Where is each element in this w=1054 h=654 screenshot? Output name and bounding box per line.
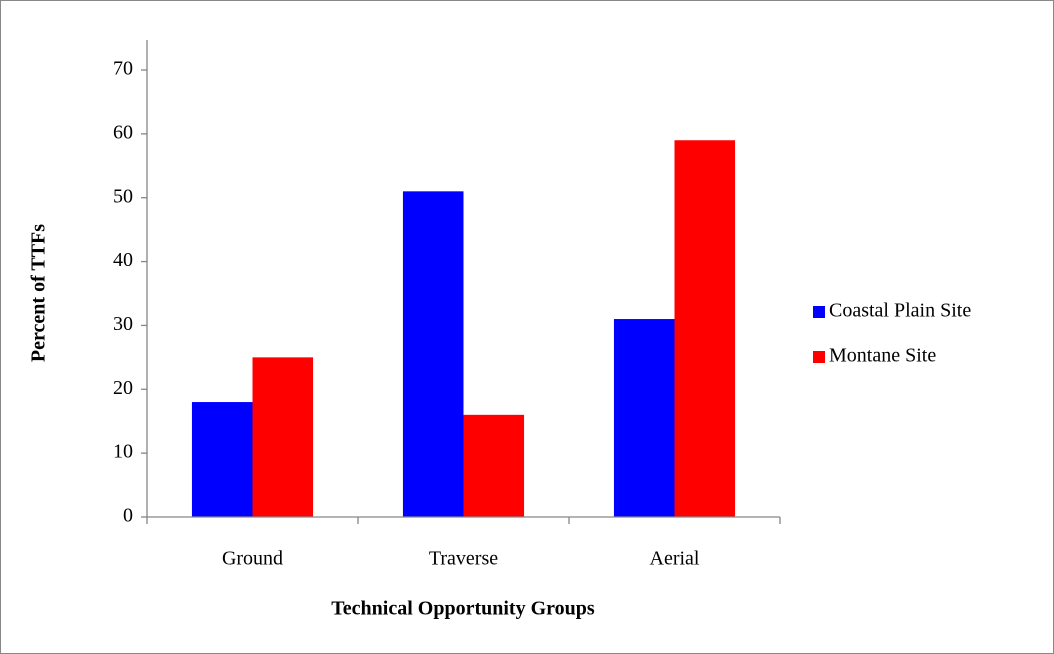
y-tick-label: 20 xyxy=(113,377,133,399)
bar xyxy=(674,140,736,517)
bar xyxy=(252,357,314,517)
legend-label: Coastal Plain Site xyxy=(829,300,971,322)
y-tick-label: 10 xyxy=(113,441,133,463)
x-tick-label: Traverse xyxy=(429,548,498,570)
bar xyxy=(613,319,675,517)
y-tick-label: 70 xyxy=(113,58,133,80)
x-axis-title: Technical Opportunity Groups xyxy=(331,598,595,620)
legend-label: Montane Site xyxy=(829,345,936,367)
y-tick-label: 0 xyxy=(123,505,133,527)
bar xyxy=(191,402,253,517)
legend-swatch xyxy=(813,306,825,318)
bar xyxy=(402,191,464,518)
x-tick-label: Aerial xyxy=(650,548,700,570)
legend-swatch xyxy=(813,351,825,363)
y-tick-label: 30 xyxy=(113,313,133,335)
x-tick-label: Ground xyxy=(222,548,283,570)
y-tick-label: 50 xyxy=(113,185,133,207)
bar xyxy=(463,414,525,517)
y-tick-label: 40 xyxy=(113,249,133,271)
y-tick-label: 60 xyxy=(113,121,133,143)
y-axis-title: Percent of TTFs xyxy=(28,224,50,362)
